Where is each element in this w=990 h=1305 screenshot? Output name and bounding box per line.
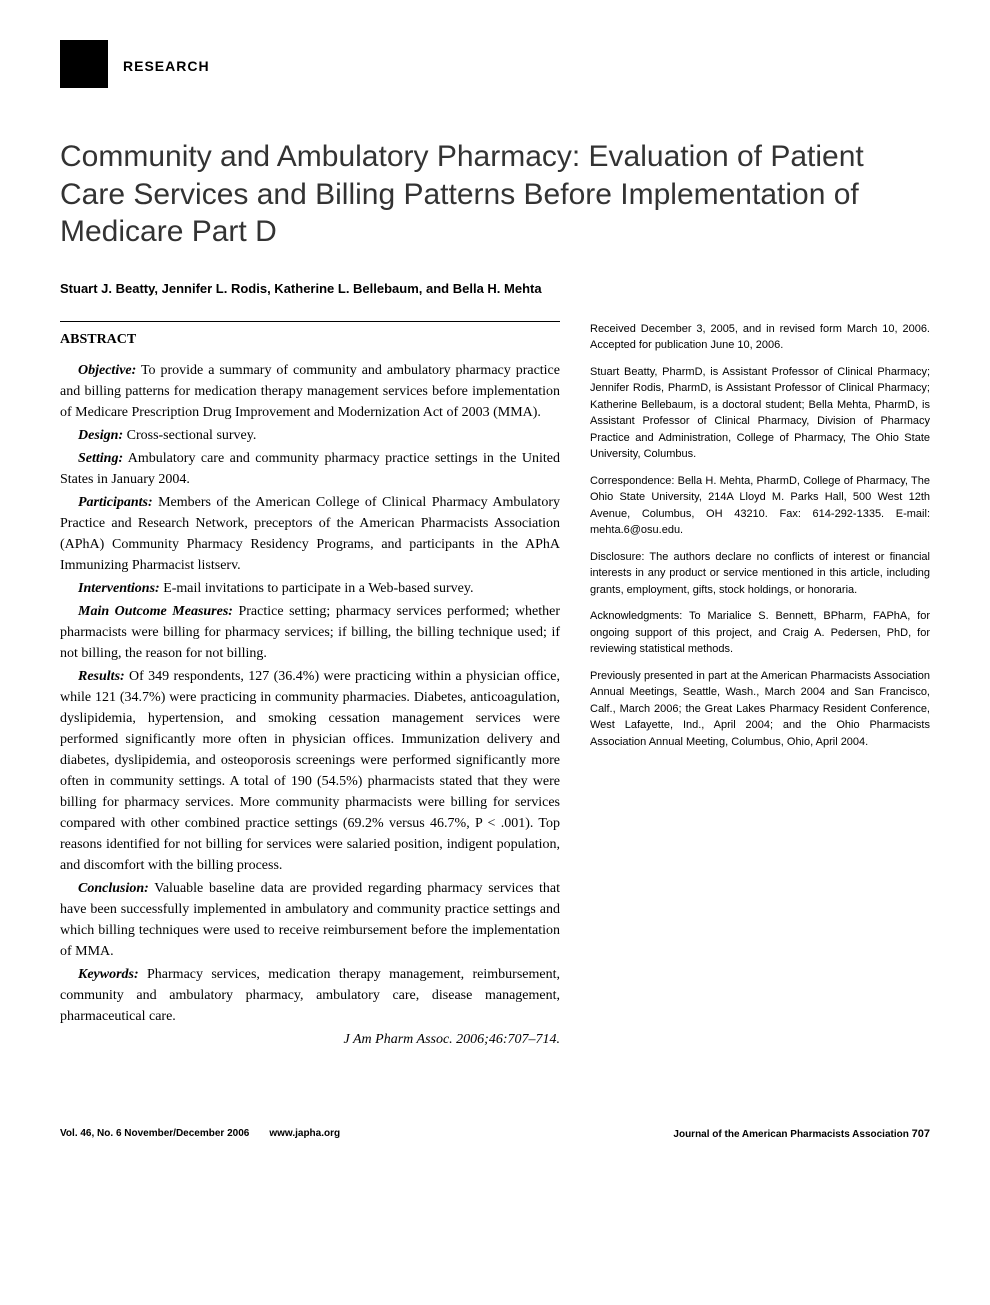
abstract-label: Interventions:	[78, 581, 160, 596]
footer-issue: Vol. 46, No. 6 November/December 2006	[60, 1128, 249, 1140]
abstract-top-divider	[60, 321, 560, 322]
abstract-text: Of 349 respondents, 127 (36.4%) were pra…	[60, 669, 560, 873]
abstract-label: Conclusion:	[78, 881, 149, 896]
abstract-heading: ABSTRACT	[60, 332, 560, 348]
footer-left: Vol. 46, No. 6 November/December 2006 ww…	[60, 1128, 340, 1140]
abstract-setting: Setting: Ambulatory care and community p…	[60, 448, 560, 490]
disclosure: Disclosure: The authors declare no confl…	[590, 549, 930, 599]
header-section: RESEARCH	[60, 40, 930, 88]
abstract-text: Cross-sectional survey.	[123, 428, 256, 443]
acknowledgments: Acknowledgments: To Marialice S. Bennett…	[590, 608, 930, 658]
abstract-interventions: Interventions: E-mail invitations to par…	[60, 578, 560, 599]
abstract-label: Objective:	[78, 363, 136, 378]
abstract-text: E-mail invitations to participate in a W…	[160, 581, 474, 596]
correspondence: Correspondence: Bella H. Mehta, PharmD, …	[590, 473, 930, 539]
abstract-conclusion: Conclusion: Valuable baseline data are p…	[60, 878, 560, 962]
footer-right: Journal of the American Pharmacists Asso…	[673, 1128, 930, 1140]
abstract-label: Results:	[78, 669, 125, 684]
two-column-layout: ABSTRACT Objective: To provide a summary…	[60, 321, 930, 1048]
page-footer: Vol. 46, No. 6 November/December 2006 ww…	[60, 1128, 930, 1140]
abstract-label: Setting:	[78, 451, 123, 466]
citation: J Am Pharm Assoc. 2006;46:707–714.	[60, 1032, 560, 1048]
abstract-keywords: Keywords: Pharmacy services, medication …	[60, 964, 560, 1027]
abstract-outcomes: Main Outcome Measures: Practice setting;…	[60, 601, 560, 664]
article-title: Community and Ambulatory Pharmacy: Evalu…	[60, 138, 930, 251]
abstract-column: ABSTRACT Objective: To provide a summary…	[60, 321, 560, 1048]
section-marker-box	[60, 40, 108, 88]
footer-journal: Journal of the American Pharmacists Asso…	[673, 1129, 908, 1140]
metadata-column: Received December 3, 2005, and in revise…	[590, 321, 930, 1048]
abstract-participants: Participants: Members of the American Co…	[60, 492, 560, 576]
author-bios: Stuart Beatty, PharmD, is Assistant Prof…	[590, 364, 930, 463]
authors-line: Stuart J. Beatty, Jennifer L. Rodis, Kat…	[60, 281, 930, 296]
footer-page: 707	[912, 1128, 930, 1140]
abstract-design: Design: Cross-sectional survey.	[60, 425, 560, 446]
abstract-label: Main Outcome Measures:	[78, 604, 233, 619]
abstract-results: Results: Of 349 respondents, 127 (36.4%)…	[60, 666, 560, 876]
received-date: Received December 3, 2005, and in revise…	[590, 321, 930, 354]
footer-url: www.japha.org	[269, 1128, 340, 1140]
abstract-label: Participants:	[78, 495, 153, 510]
abstract-label: Keywords:	[78, 967, 139, 982]
abstract-body: Objective: To provide a summary of commu…	[60, 360, 560, 1027]
section-label: RESEARCH	[123, 58, 210, 74]
abstract-text: Ambulatory care and community pharmacy p…	[60, 451, 560, 487]
abstract-label: Design:	[78, 428, 123, 443]
abstract-objective: Objective: To provide a summary of commu…	[60, 360, 560, 423]
previously-presented: Previously presented in part at the Amer…	[590, 668, 930, 751]
